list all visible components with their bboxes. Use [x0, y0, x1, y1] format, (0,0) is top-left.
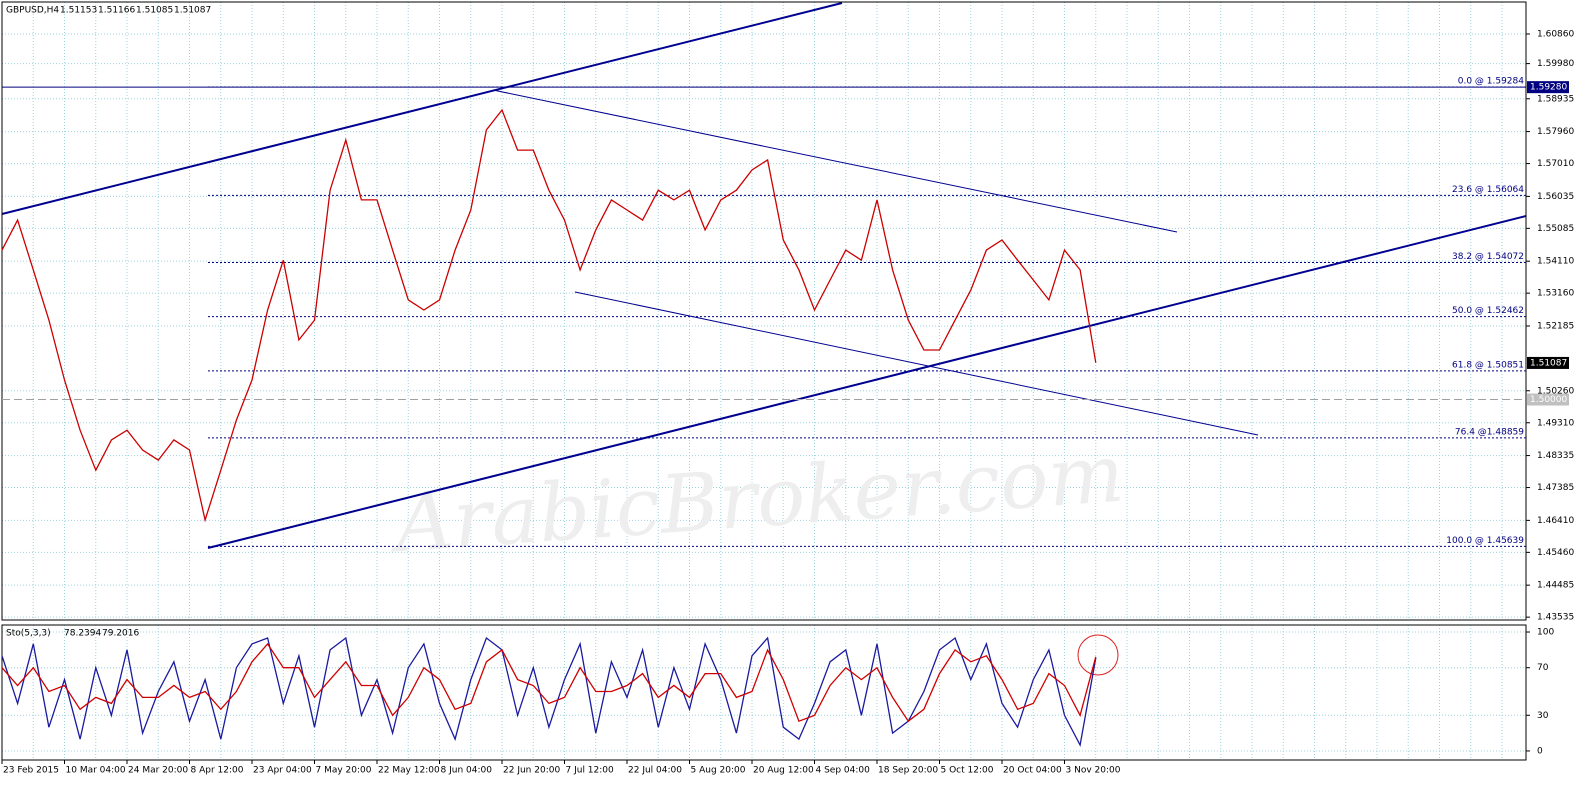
- y-tick-label: 1.45460: [1537, 548, 1574, 558]
- fib-label: 61.8 @ 1.50851: [1452, 360, 1524, 370]
- ohlc-value: 1.51153: [60, 6, 97, 16]
- highlight-circle: [1077, 634, 1119, 676]
- price-box: [1527, 356, 1569, 369]
- y-tick-label: 1.58935: [1537, 94, 1574, 104]
- channel-line: [574, 291, 1259, 436]
- y-tick-label: 1.46410: [1537, 516, 1574, 526]
- y-tick-label: 1.47385: [1537, 483, 1574, 493]
- x-tick-label: 18 Sep 20:00: [878, 766, 938, 776]
- sto-values: 78.2394 79.2016: [64, 629, 139, 639]
- channel-line: [207, 215, 1527, 549]
- x-tick-label: 7 May 20:00: [316, 766, 372, 776]
- price-box: [1527, 81, 1569, 94]
- y-tick-label: 1.59980: [1537, 59, 1574, 69]
- trend-lines: [1, 2, 1527, 549]
- ohlc-value: 1.51087: [174, 6, 211, 16]
- price-line: [1, 108, 1097, 523]
- x-tick-label: 23 Feb 2015: [3, 766, 59, 776]
- y-tick-label: 30: [1537, 711, 1549, 721]
- x-tick-label: 20 Oct 04:00: [1003, 766, 1062, 776]
- y-tick-label: 0: [1537, 746, 1543, 756]
- y-tick-label: 1.56035: [1537, 192, 1574, 202]
- y-tick-label: 1.44485: [1537, 581, 1574, 591]
- sto-title: Sto(5,3,3): [6, 629, 51, 639]
- price-box-label: 1.51087: [1530, 358, 1567, 368]
- y-tick-label: 1.57010: [1537, 159, 1574, 169]
- y-tick-label: 1.55085: [1537, 224, 1574, 234]
- y-tick-label: 100: [1537, 628, 1554, 638]
- x-tick-label: 23 Apr 04:00: [253, 766, 312, 776]
- y-tick-label: 70: [1537, 663, 1549, 673]
- x-tick-label: 22 May 12:00: [378, 766, 440, 776]
- x-tick-label: 7 Jul 12:00: [566, 766, 615, 776]
- grid: [2, 2, 1526, 760]
- y-tick-label: 1.43535: [1537, 613, 1574, 623]
- y-tick-label: 1.54110: [1537, 257, 1574, 267]
- price-box: [1527, 393, 1569, 406]
- x-tick-label: 22 Jun 20:00: [503, 766, 560, 776]
- y-tick-label: 1.52185: [1537, 321, 1574, 331]
- y-tick-label: 1.50260: [1537, 386, 1574, 396]
- main-panel-frame: [1, 1, 1527, 621]
- y-tick-label: 1.49310: [1537, 418, 1574, 428]
- sto-value: 78.2394: [64, 629, 101, 639]
- x-tick-label: 5 Oct 12:00: [941, 766, 994, 776]
- ohlc-value: 1.51085: [136, 6, 173, 16]
- ohlc-values: 1.51153 1.51166 1.51085 1.51087: [60, 6, 211, 16]
- fib-label: 0.0 @ 1.59284: [1458, 77, 1525, 87]
- x-tick-label: 24 Mar 20:00: [128, 766, 188, 776]
- x-tick-label: 20 Aug 12:00: [753, 766, 814, 776]
- x-tick-label: 3 Nov 20:00: [1066, 766, 1121, 776]
- symbol-title: GBPUSD,H4: [6, 6, 59, 16]
- x-tick-label: 22 Jul 04:00: [628, 766, 682, 776]
- channel-line: [1, 2, 843, 215]
- x-tick-label: 8 Apr 12:00: [191, 766, 244, 776]
- fib-label: 38.2 @ 1.54072: [1452, 252, 1524, 262]
- y-tick-label: 1.57960: [1537, 127, 1574, 137]
- fib-label: 76.4 @1.48859: [1455, 427, 1524, 437]
- price-box-label: 1.59280: [1530, 83, 1567, 93]
- sto-line: [1, 636, 1097, 747]
- y-tick-label: 1.48335: [1537, 451, 1574, 461]
- y-tick-label: 1.53160: [1537, 289, 1574, 299]
- y-tick-label: 1.60860: [1537, 29, 1574, 39]
- x-tick-label: 10 Mar 04:00: [66, 766, 126, 776]
- x-tick-label: 8 Jun 04:00: [441, 766, 493, 776]
- fib-label: 50.0 @ 1.52462: [1452, 306, 1524, 316]
- x-tick-label: 4 Sep 04:00: [816, 766, 871, 776]
- ohlc-value: 1.51166: [98, 6, 135, 16]
- channel-line: [492, 89, 1178, 233]
- fib-label: 100.0 @ 1.45639: [1446, 536, 1524, 546]
- x-tick-label: 5 Aug 20:00: [691, 766, 746, 776]
- sto-value: 79.2016: [102, 629, 139, 639]
- sto-panel-frame: [1, 624, 1527, 761]
- fib-label: 23.6 @ 1.56064: [1452, 185, 1524, 195]
- price-box-label: 1.50000: [1530, 395, 1567, 405]
- sto-line: [1, 642, 1097, 723]
